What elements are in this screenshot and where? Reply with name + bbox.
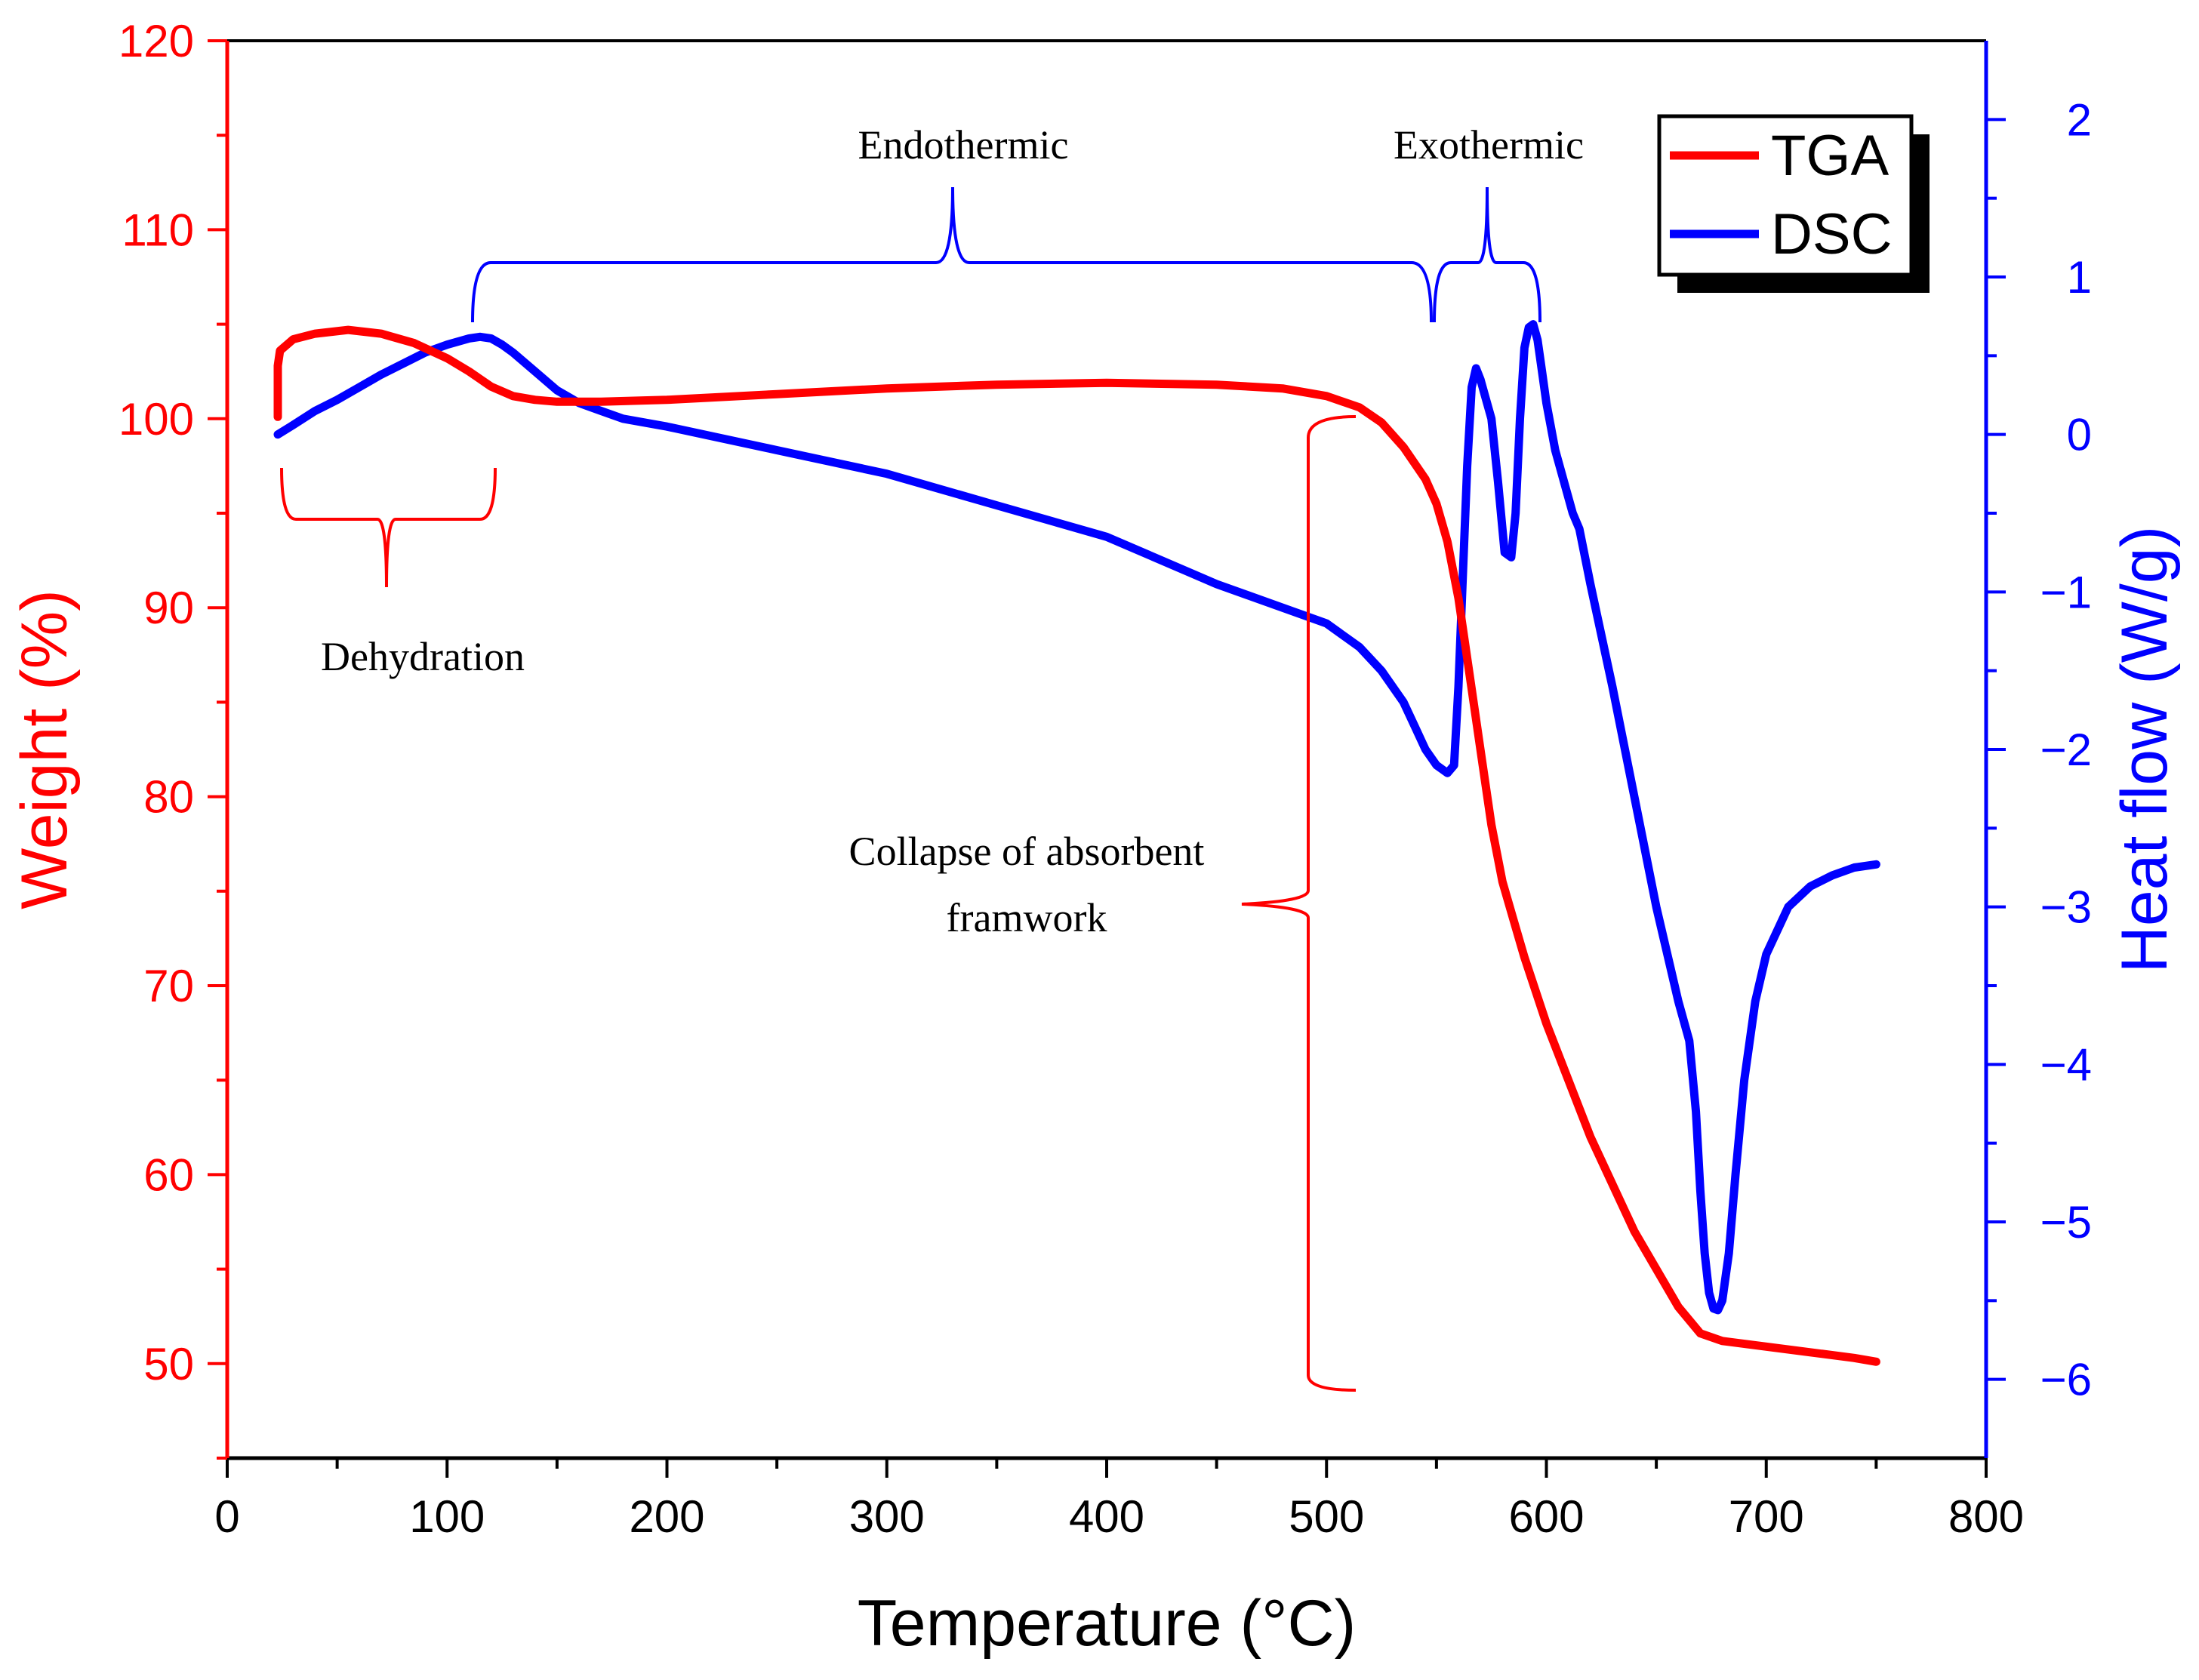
legend-box [1657,114,1914,277]
legend-label-tga: TGA [1771,124,1889,188]
x-axis-title: Temperature (°C) [858,1587,1356,1660]
y2-tick-label: −4 [2040,1039,2092,1090]
endothermic-label: Endothermic [858,122,1069,168]
collapse-brace [1241,415,1357,1392]
dsc-series-line [273,320,1880,1315]
y2-tick-label: 0 [2067,410,2092,460]
collapse-label-line1: Collapse of absorbent [849,829,1205,874]
y2-tick-label: 1 [2067,252,2092,303]
y-tick-label: 100 [119,394,194,445]
dehydration-label: Dehydration [321,634,525,679]
y-tick-label: 90 [143,583,194,633]
legend: TGA DSC [1657,114,1930,293]
x-tick-label: 300 [849,1491,925,1542]
x-tick-label: 800 [1948,1491,2024,1542]
legend-label-dsc: DSC [1771,202,1892,266]
x-tick-label: 200 [629,1491,704,1542]
y2-tick-label: −2 [2040,725,2092,775]
exothermic-brace [1433,186,1541,323]
y-tick-label: 60 [143,1149,194,1200]
y2-tick-label: −5 [2040,1197,2092,1248]
x-tick-label: 700 [1729,1491,1804,1542]
endothermic-brace [471,186,1433,323]
ticks-layer: 0 100 200 300 400 500 600 700 800506070809010011… [119,16,2092,1542]
exothermic-label: Exothermic [1394,122,1584,168]
dehydration-brace [280,467,497,588]
y-axis-title: Weight (%) [8,589,81,909]
x-tick-label: 400 [1069,1491,1144,1542]
y2-axis-title: Heat flow (W/g) [2108,526,2181,974]
y-tick-label: 70 [143,961,194,1011]
y2-tick-label: −6 [2040,1355,2092,1405]
y-tick-label: 80 [143,772,194,823]
y-tick-label: 110 [122,205,194,255]
x-tick-label: 0 [214,1491,239,1542]
x-tick-label: 100 [409,1491,485,1542]
x-tick-label: 600 [1508,1491,1584,1542]
tga-series-line [273,325,1880,1366]
y-tick-label: 120 [119,16,194,66]
y-tick-label: 50 [143,1339,194,1389]
x-tick-label: 500 [1289,1491,1364,1542]
collapse-label-line2: framwork [947,895,1107,940]
y2-tick-label: 2 [2067,94,2092,145]
y2-tick-label: −3 [2040,882,2092,933]
y2-tick-label: −1 [2040,567,2092,617]
